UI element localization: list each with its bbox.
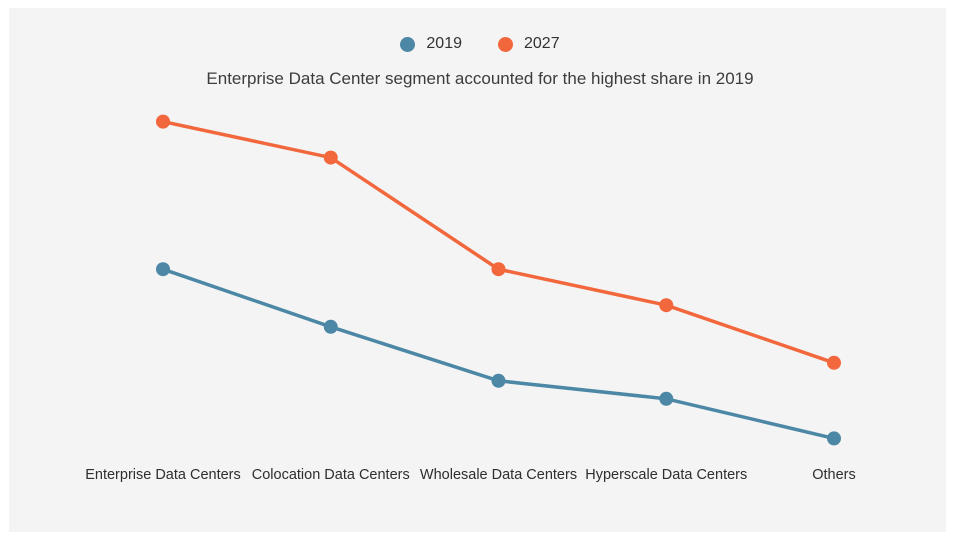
legend-item-2027: 2027 <box>498 35 560 53</box>
x-axis-label: Others <box>812 467 856 483</box>
x-axis-label: Wholesale Data Centers <box>419 467 578 483</box>
data-point-2027-0 <box>156 114 170 129</box>
data-point-2019-2 <box>491 373 506 388</box>
data-point-2027-1 <box>323 150 338 165</box>
data-point-2019-1 <box>323 319 338 334</box>
data-point-2027-2 <box>491 262 506 277</box>
legend-label-2027: 2027 <box>524 35 560 52</box>
data-point-2027-3 <box>659 298 674 313</box>
data-point-2019-4 <box>827 431 841 446</box>
x-axis-label: Colocation Data Centers <box>251 467 410 483</box>
legend-label-2019: 2019 <box>426 35 462 52</box>
data-point-2027-4 <box>827 355 841 370</box>
x-axis-label: Enterprise Data Centers <box>85 467 241 483</box>
series-line-2027 <box>162 119 835 365</box>
chart-title: Enterprise Data Center segment accounted… <box>206 69 754 88</box>
series-line-2019 <box>162 267 835 441</box>
x-axis-label: Hyperscale Data Centers <box>585 467 748 483</box>
legend-dot-2027-icon <box>498 36 513 52</box>
legend: 2019 2027 <box>0 35 960 53</box>
data-point-2019-0 <box>156 262 170 277</box>
legend-dot-2019-icon <box>400 36 416 52</box>
legend-item-2019: 2019 <box>400 35 462 53</box>
data-point-2019-3 <box>659 391 674 406</box>
